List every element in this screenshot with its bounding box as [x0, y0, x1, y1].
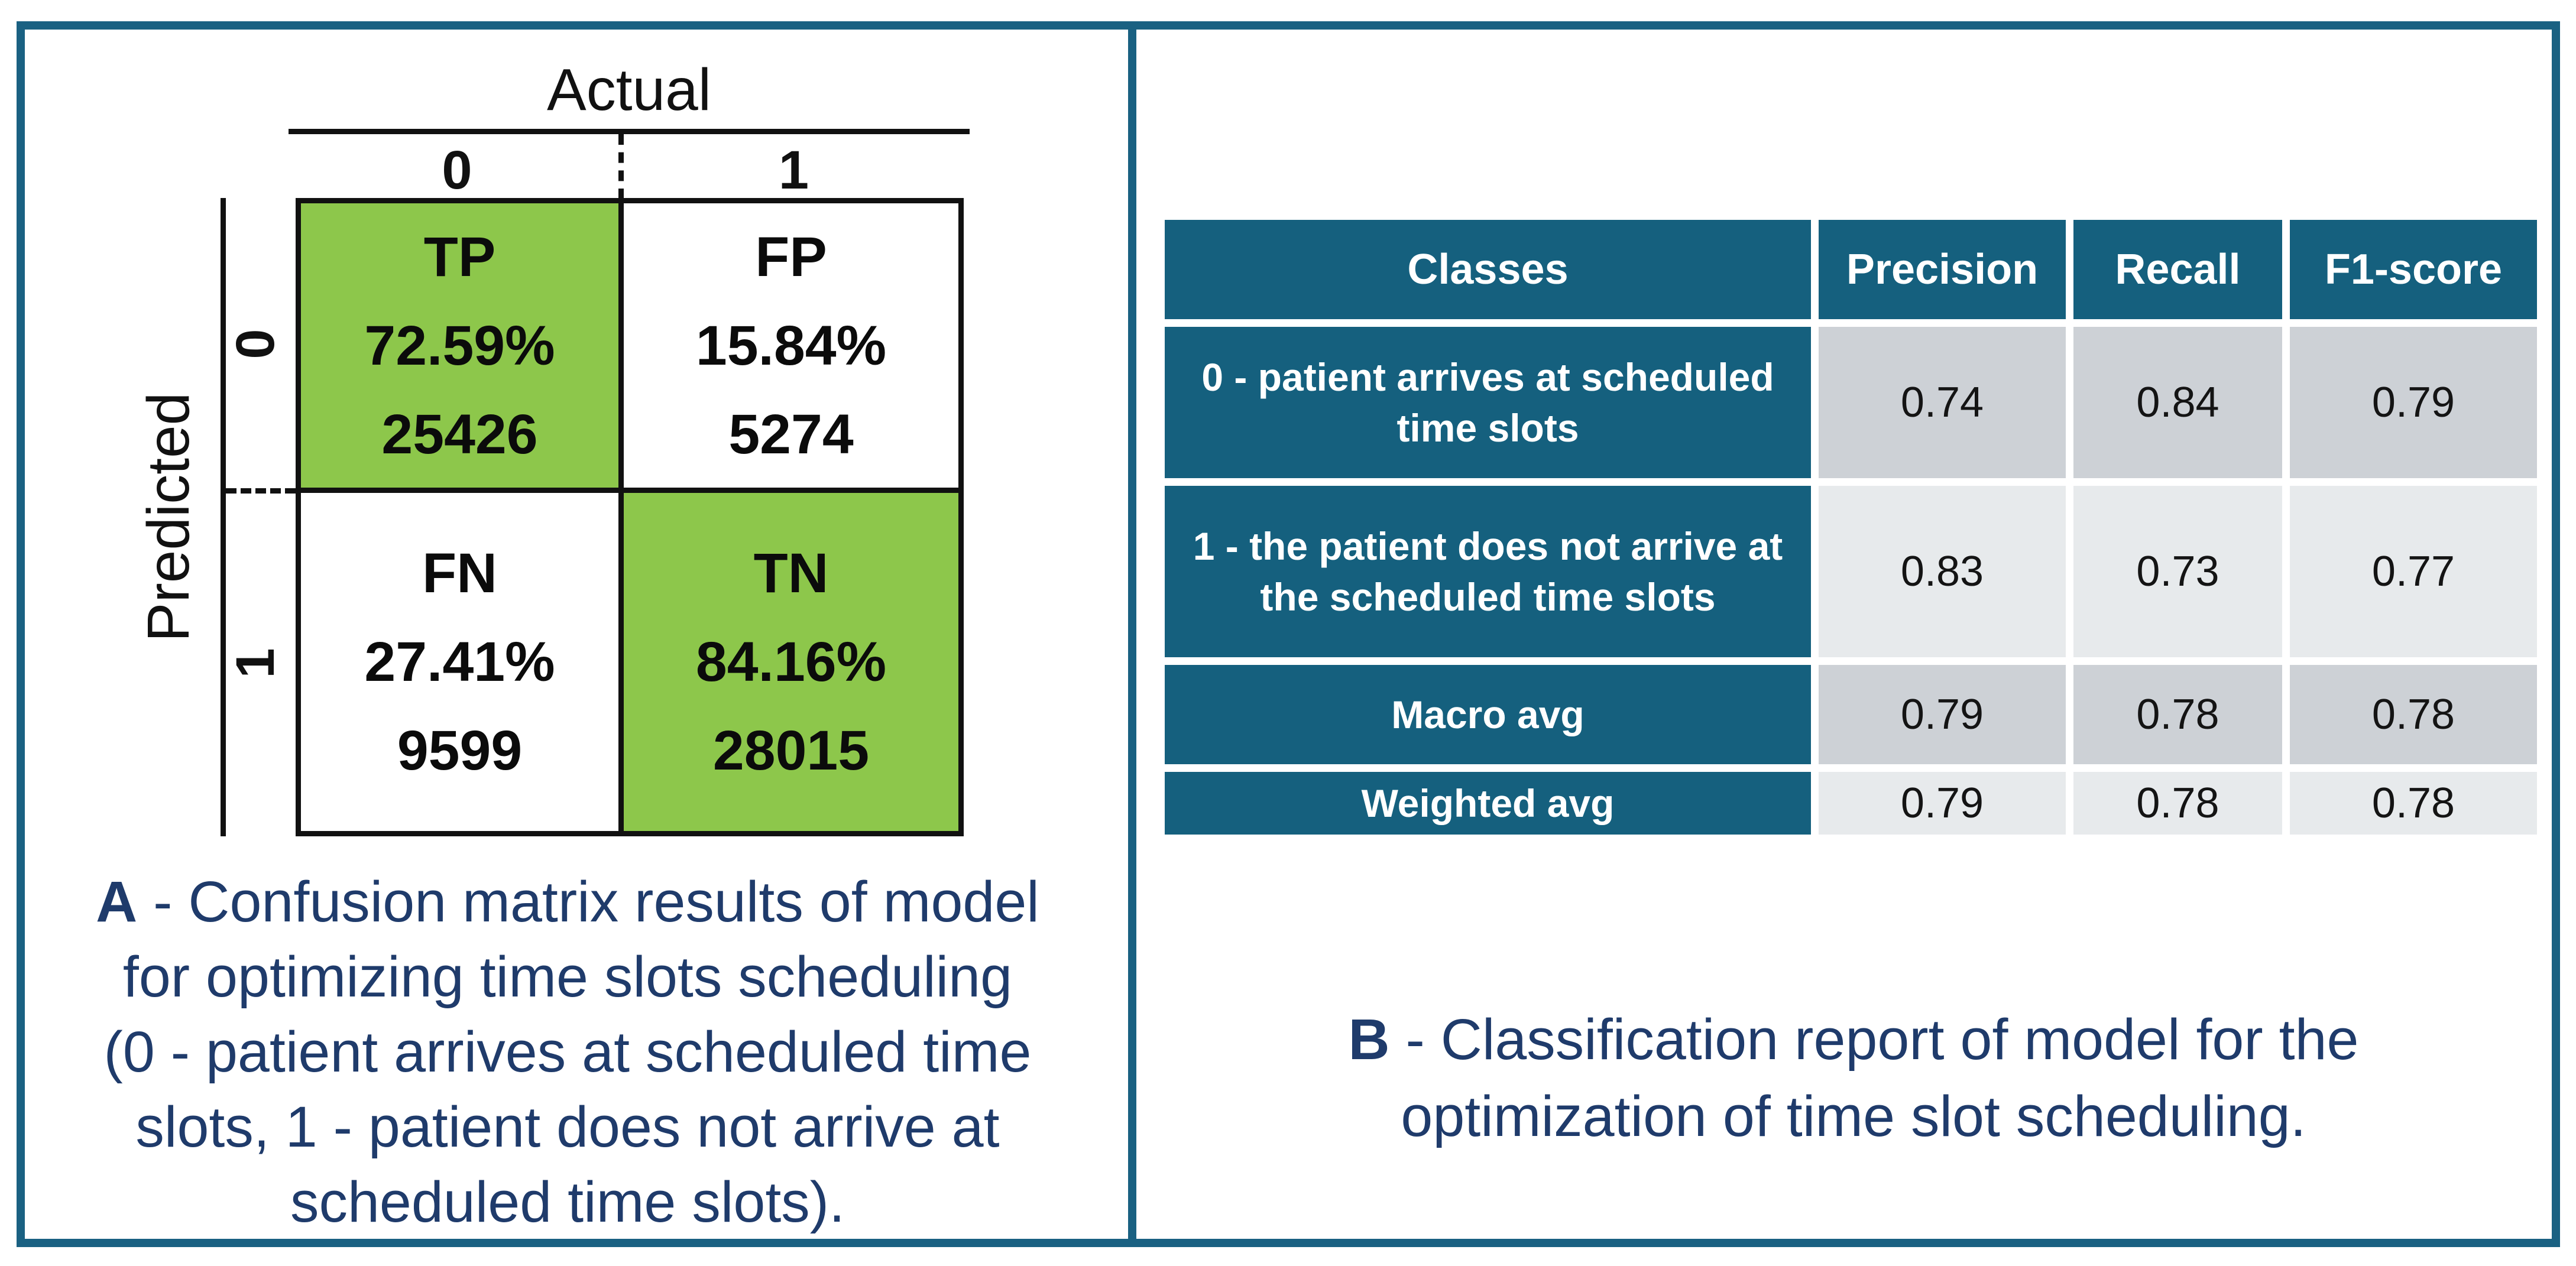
actual-col-label-0: 0: [442, 140, 472, 200]
table-header-f1-score: F1-score: [2290, 220, 2537, 319]
table-row-label: Weighted avg: [1165, 772, 1811, 835]
matrix-cell-false-positive: FP 15.84% 5274: [624, 203, 958, 493]
predicted-row-label-0: 0: [225, 329, 286, 359]
cell-label: FP: [755, 225, 827, 288]
table-cell-f1: 0.78: [2290, 665, 2537, 764]
cell-percent: 72.59%: [364, 314, 555, 377]
cell-percent: 84.16%: [695, 631, 887, 693]
panel-b-label: B: [1348, 1007, 1390, 1072]
panel-b-caption: B - Classification report of model for t…: [1165, 1001, 2542, 1155]
cell-percent: 15.84%: [695, 314, 887, 377]
table-cell-f1: 0.78: [2290, 772, 2537, 835]
panel-a-label: A: [96, 869, 138, 934]
matrix-cell-false-negative: FN 27.41% 9599: [301, 493, 624, 831]
cell-count: 9599: [397, 719, 523, 782]
table-cell-precision: 0.74: [1819, 327, 2066, 478]
caption-line: optimization of time slot scheduling.: [1401, 1084, 2306, 1148]
table-row-label: 0 - patient arrives at scheduled time sl…: [1165, 327, 1811, 478]
table-header-precision: Precision: [1819, 220, 2066, 319]
caption-line: slots, 1 - patient does not arrive at: [135, 1095, 1000, 1159]
row-separator-dashed-line: [226, 488, 296, 494]
matrix-cell-true-positive: TP 72.59% 25426: [301, 203, 624, 493]
column-separator-dashed-line: [618, 134, 624, 199]
predicted-row-label-1: 1: [225, 648, 286, 679]
table-header-classes: Classes: [1165, 220, 1811, 319]
cell-label: TN: [753, 542, 829, 605]
table-cell-recall: 0.84: [2073, 327, 2282, 478]
predicted-axis-title: Predicted: [135, 392, 202, 642]
caption-line: A - Confusion matrix results of model: [30, 864, 1106, 939]
caption-line: scheduled time slots).: [290, 1170, 845, 1234]
caption-line: for optimizing time slots scheduling: [122, 944, 1013, 1009]
table-cell-precision: 0.79: [1819, 772, 2066, 835]
table-cell-recall: 0.78: [2073, 665, 2282, 764]
actual-axis-title: Actual: [547, 57, 711, 123]
panel-divider-line: [1128, 21, 1136, 1247]
predicted-axis-line: [221, 198, 226, 836]
caption-line: (0 - patient arrives at scheduled time: [103, 1020, 1032, 1084]
caption-line: B - Classification report of model for t…: [1165, 1001, 2542, 1078]
cell-label: TP: [423, 225, 496, 288]
caption-text: - Classification report of model for the: [1389, 1007, 2359, 1072]
panel-a-caption: A - Confusion matrix results of model fo…: [30, 864, 1106, 1239]
table-cell-precision: 0.83: [1819, 486, 2066, 657]
table-cell-f1: 0.79: [2290, 327, 2537, 478]
actual-axis-line: [289, 129, 970, 134]
table-cell-precision: 0.79: [1819, 665, 2066, 764]
cell-count: 25426: [381, 402, 538, 466]
table-cell-f1: 0.77: [2290, 486, 2537, 657]
matrix-cell-true-negative: TN 84.16% 28015: [624, 493, 958, 831]
actual-col-label-1: 1: [778, 140, 809, 200]
table-cell-recall: 0.73: [2073, 486, 2282, 657]
table-cell-recall: 0.78: [2073, 772, 2282, 835]
confusion-matrix-grid: TP 72.59% 25426 FP 15.84% 5274 FN 27.41%…: [296, 198, 964, 836]
table-header-recall: Recall: [2073, 220, 2282, 319]
caption-text: - Confusion matrix results of model: [137, 869, 1039, 934]
cell-label: FN: [422, 542, 497, 605]
cell-count: 5274: [728, 402, 854, 466]
cell-count: 28015: [712, 719, 870, 782]
table-row-label: 1 - the patient does not arrive at the s…: [1165, 486, 1811, 657]
cell-percent: 27.41%: [364, 631, 555, 693]
figure-outer-border: [17, 21, 2560, 1247]
table-row-label: Macro avg: [1165, 665, 1811, 764]
classification-report-table: Classes Precision Recall F1-score 0 - pa…: [1165, 220, 2542, 835]
